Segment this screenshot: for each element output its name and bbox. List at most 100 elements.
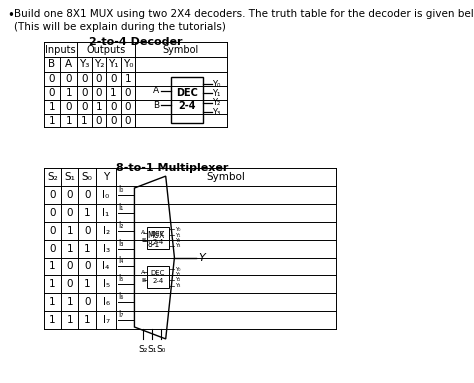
Text: S₂: S₂ bbox=[47, 172, 58, 182]
Text: Y₃: Y₃ bbox=[79, 59, 90, 69]
Text: 1: 1 bbox=[110, 88, 117, 98]
Text: 1: 1 bbox=[49, 262, 55, 272]
Text: Inputs: Inputs bbox=[45, 44, 75, 54]
Text: 0: 0 bbox=[49, 190, 55, 200]
Text: 1: 1 bbox=[65, 116, 72, 126]
Text: 1: 1 bbox=[81, 116, 88, 126]
Text: 2-to-4 Decoder: 2-to-4 Decoder bbox=[89, 37, 182, 47]
Text: Y₁: Y₁ bbox=[108, 59, 118, 69]
Text: 0: 0 bbox=[84, 190, 91, 200]
Text: Symbol: Symbol bbox=[163, 44, 199, 54]
Text: I₅: I₅ bbox=[118, 274, 124, 283]
Text: 0: 0 bbox=[96, 88, 102, 98]
Text: 0: 0 bbox=[66, 262, 73, 272]
Text: 0: 0 bbox=[110, 101, 117, 111]
Text: I₀: I₀ bbox=[118, 185, 124, 194]
Text: 1: 1 bbox=[84, 315, 91, 325]
Text: 1: 1 bbox=[49, 315, 55, 325]
Text: I₆: I₆ bbox=[102, 297, 109, 307]
Text: 0: 0 bbox=[49, 74, 55, 84]
Text: 0: 0 bbox=[84, 226, 91, 236]
Text: I₁: I₁ bbox=[102, 208, 109, 218]
Text: 1: 1 bbox=[49, 116, 55, 126]
Text: S₁: S₁ bbox=[64, 172, 75, 182]
Text: I₆: I₆ bbox=[118, 292, 124, 301]
Text: S₁: S₁ bbox=[147, 345, 156, 354]
Text: 0: 0 bbox=[125, 101, 131, 111]
Text: A: A bbox=[65, 59, 72, 69]
Text: I₃: I₃ bbox=[102, 244, 109, 254]
Text: Y₃: Y₃ bbox=[212, 108, 220, 116]
Text: Y₁: Y₁ bbox=[175, 232, 181, 237]
Text: B: B bbox=[153, 101, 159, 110]
Text: I₄: I₄ bbox=[118, 257, 124, 265]
Text: 0: 0 bbox=[84, 297, 91, 307]
Text: 0: 0 bbox=[49, 88, 55, 98]
Text: Y₂: Y₂ bbox=[94, 59, 104, 69]
Text: 0: 0 bbox=[81, 101, 88, 111]
Text: B: B bbox=[141, 278, 146, 283]
Text: 2-4: 2-4 bbox=[152, 278, 164, 284]
Text: B: B bbox=[141, 238, 146, 243]
Text: Build one 8X1 MUX using two 2X4 decoders. The truth table for the decoder is giv: Build one 8X1 MUX using two 2X4 decoders… bbox=[15, 9, 474, 19]
Text: I₀: I₀ bbox=[102, 190, 109, 200]
Text: 0: 0 bbox=[66, 208, 73, 218]
Bar bbox=[147, 227, 169, 249]
Text: 1: 1 bbox=[84, 208, 91, 218]
Text: •: • bbox=[7, 9, 14, 22]
Text: Y₀: Y₀ bbox=[175, 267, 181, 272]
Text: 1: 1 bbox=[95, 101, 102, 111]
Text: A: A bbox=[141, 270, 146, 275]
Text: 0: 0 bbox=[49, 244, 55, 254]
Text: I₇: I₇ bbox=[102, 315, 109, 325]
Text: 0: 0 bbox=[96, 116, 102, 126]
Text: DEC: DEC bbox=[151, 231, 165, 237]
Text: B: B bbox=[48, 59, 55, 69]
Text: 1: 1 bbox=[49, 101, 55, 111]
Text: 8-1: 8-1 bbox=[147, 240, 160, 249]
Text: 1: 1 bbox=[49, 279, 55, 289]
Text: Y₀: Y₀ bbox=[123, 59, 133, 69]
Text: 1: 1 bbox=[66, 297, 73, 307]
Text: (This will be explain during the tutorials): (This will be explain during the tutoria… bbox=[15, 22, 227, 32]
Text: 1: 1 bbox=[49, 297, 55, 307]
Text: I₄: I₄ bbox=[102, 262, 109, 272]
Text: Y₁: Y₁ bbox=[175, 272, 181, 277]
Text: 8-to-1 Multiplexer: 8-to-1 Multiplexer bbox=[116, 163, 228, 173]
Text: 0: 0 bbox=[49, 208, 55, 218]
Text: Outputs: Outputs bbox=[86, 44, 126, 54]
Text: A: A bbox=[153, 86, 159, 95]
Text: I₅: I₅ bbox=[102, 279, 109, 289]
Text: 0: 0 bbox=[65, 101, 72, 111]
Text: 1: 1 bbox=[125, 74, 131, 84]
Text: I₂: I₂ bbox=[118, 221, 124, 230]
Text: DEC: DEC bbox=[176, 88, 198, 98]
Text: S₀: S₀ bbox=[82, 172, 92, 182]
Text: 1: 1 bbox=[66, 226, 73, 236]
Text: 1: 1 bbox=[66, 315, 73, 325]
Text: 0: 0 bbox=[49, 226, 55, 236]
Text: I₂: I₂ bbox=[102, 226, 109, 236]
Text: Y₂: Y₂ bbox=[175, 278, 181, 283]
Text: 0: 0 bbox=[96, 74, 102, 84]
Text: 0: 0 bbox=[66, 190, 73, 200]
Text: 2-4: 2-4 bbox=[152, 239, 164, 245]
Text: 1: 1 bbox=[66, 244, 73, 254]
Text: Y₀: Y₀ bbox=[212, 80, 220, 88]
Text: Symbol: Symbol bbox=[207, 172, 246, 182]
Text: Y₂: Y₂ bbox=[175, 238, 181, 243]
Text: 0: 0 bbox=[66, 279, 73, 289]
Text: 1: 1 bbox=[84, 244, 91, 254]
Text: 1: 1 bbox=[84, 279, 91, 289]
Text: 1: 1 bbox=[65, 88, 72, 98]
Text: 0: 0 bbox=[81, 88, 88, 98]
Text: 0: 0 bbox=[84, 262, 91, 272]
Text: Y₃: Y₃ bbox=[175, 283, 181, 288]
Bar bbox=[147, 267, 169, 288]
Text: Y₀: Y₀ bbox=[175, 227, 181, 232]
Text: S₀: S₀ bbox=[156, 345, 165, 354]
Text: Y₃: Y₃ bbox=[175, 244, 181, 249]
Text: MUX: MUX bbox=[147, 231, 165, 240]
Text: 0: 0 bbox=[110, 74, 117, 84]
Bar bbox=[171, 77, 203, 123]
